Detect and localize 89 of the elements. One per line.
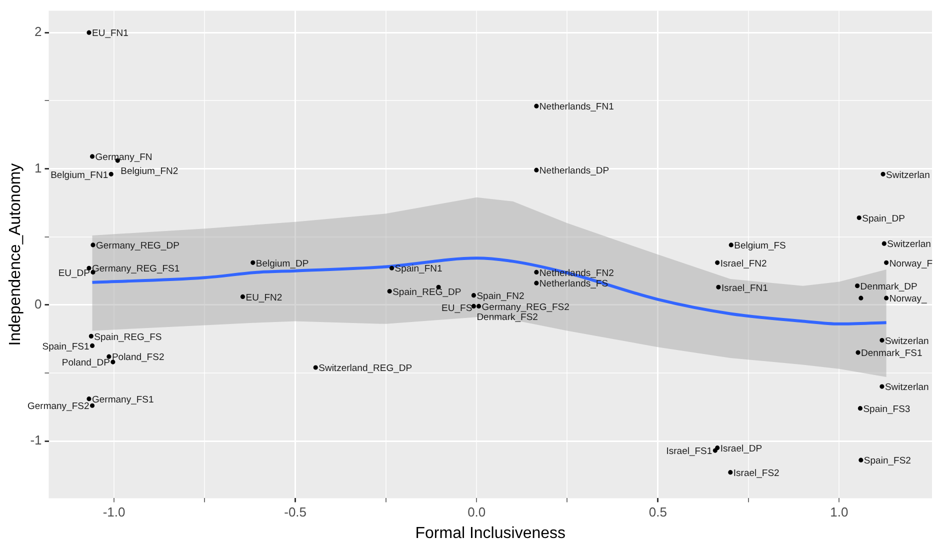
annotation: Israel_DP <box>720 443 762 454</box>
annotation: Spain_FS3 <box>863 404 910 415</box>
point <box>476 304 482 309</box>
x-tick-label: 0.0 <box>468 504 486 520</box>
annotation: EU_DP <box>58 268 90 279</box>
point <box>858 296 864 300</box>
point <box>106 354 112 359</box>
point <box>534 270 539 274</box>
x-tick-label: 1.0 <box>830 504 848 520</box>
annotation: Switzerlan <box>887 239 931 250</box>
point <box>250 260 256 265</box>
point <box>387 288 392 294</box>
annotation: EU_FN2 <box>246 292 282 304</box>
point <box>884 260 889 265</box>
point <box>313 365 318 370</box>
annotation: Netherlands_FN1 <box>539 102 614 113</box>
annotation: Israel_FN2 <box>720 258 767 270</box>
point <box>858 406 863 411</box>
annotation: Germany_REG_DP <box>96 240 180 252</box>
annotation: Spain_FS2 <box>864 456 911 467</box>
annotation: Netherlands_DP <box>539 166 610 177</box>
point <box>534 104 539 108</box>
point <box>716 284 721 290</box>
annotation: Germany_FN <box>95 152 152 164</box>
annotation: Spain_REG_DP <box>392 286 462 298</box>
point <box>880 338 884 343</box>
annotation: Spain_REG_FS <box>94 332 162 343</box>
annotation: Belgium_FS <box>734 240 786 252</box>
annotation: Germany_FS2 <box>27 401 90 412</box>
annotation: Germany_REG_FS2 <box>482 302 570 313</box>
point <box>471 293 476 298</box>
point <box>856 215 862 220</box>
y-axis-title: Independence_Autonomy <box>7 163 24 346</box>
point <box>90 343 95 348</box>
point <box>882 241 886 246</box>
point <box>728 470 733 475</box>
annotation: Germany_FS1 <box>92 394 154 406</box>
annotation: EU_FS <box>442 302 472 314</box>
point <box>884 296 889 300</box>
annotation: Denmark_DP <box>860 281 918 292</box>
point <box>856 350 860 355</box>
annotation: Belgium_FN2 <box>120 166 178 178</box>
point <box>389 266 394 270</box>
annotation: Belgium_FN1 <box>50 170 108 181</box>
point <box>715 446 720 450</box>
x-tick-label: 0.5 <box>648 504 667 520</box>
annotation: Poland_DP <box>62 358 110 369</box>
y-tick-label: 1 <box>34 160 42 176</box>
annotation: Germany_REG_FS1 <box>92 264 180 275</box>
annotation: Israel_FS1 <box>666 446 712 458</box>
point <box>715 260 720 265</box>
annotation: Switzerland_REG_DP <box>318 363 412 374</box>
annotation: Spain_FN2 <box>476 290 524 302</box>
point <box>880 384 884 389</box>
y-tick-label: 2 <box>34 24 42 40</box>
y-tick-label: 0 <box>34 296 42 312</box>
annotation: Denmark_FS2 <box>476 312 538 323</box>
annotation: Denmark_FS1 <box>861 348 922 360</box>
annotation: Spain_FN1 <box>394 264 442 275</box>
annotation: Switzerlan <box>884 382 929 394</box>
point <box>108 172 114 176</box>
point <box>86 396 92 402</box>
point <box>88 334 94 338</box>
point <box>90 154 95 159</box>
point <box>855 284 860 288</box>
y-tick-label: -1 <box>30 432 42 448</box>
annotation: Spain_FS1 <box>42 341 90 352</box>
point <box>90 242 96 248</box>
annotation: Spain_DP <box>862 213 905 224</box>
point <box>712 448 718 453</box>
point <box>86 30 92 35</box>
point <box>858 458 864 462</box>
x-tick-label: -0.5 <box>284 504 307 520</box>
annotation: Switzerlan <box>886 170 930 181</box>
annotation: Switzerlan <box>884 336 929 347</box>
point <box>880 172 886 176</box>
annotation: Norway_F <box>889 258 933 270</box>
annotation: Israel_FS2 <box>733 468 780 479</box>
x-tick-label: -1.0 <box>102 504 126 520</box>
point <box>240 294 246 300</box>
point <box>534 168 539 172</box>
annotation: Poland_FS2 <box>112 352 164 364</box>
point <box>728 242 734 248</box>
annotation: Belgium_DP <box>256 258 309 270</box>
point <box>534 280 539 286</box>
annotation: Israel_FN1 <box>721 282 768 294</box>
annotation: Norway_ <box>889 294 928 305</box>
x-axis-title: Formal Inclusiveness <box>415 524 566 542</box>
annotation: EU_FN1 <box>92 28 128 40</box>
